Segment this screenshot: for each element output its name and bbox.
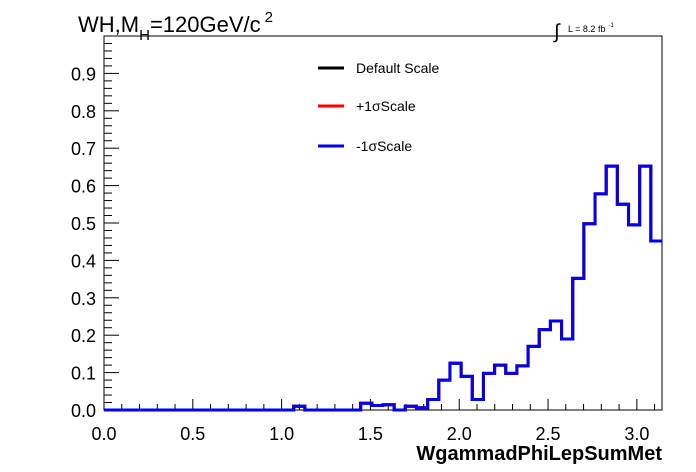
x-axis: 0.0 0.5 1.0 1.5 2.0 2.5 3.0 [91,399,656,444]
chart-title: WH,MH=120GeV/c 2 [78,9,273,44]
lumi-superscript: -1 [608,23,614,29]
y-tick-label: 0.7 [71,139,96,159]
x-tick-label: 0.0 [91,424,116,444]
y-axis: 0.0 0.1 0.2 0.3 0.4 0.5 0.6 0.7 0.8 0.9 [71,35,119,421]
x-axis-label: WgammadPhiLepSumMet [416,443,662,465]
x-tick-label: 3.0 [624,424,649,444]
y-tick-label: 0.9 [71,64,96,84]
x-tick-label: 1.5 [358,424,383,444]
legend-label-default: Default Scale [356,60,439,76]
legend-label-plus1sigma: +1σScale [356,98,416,114]
title-subscript: H [139,27,150,44]
y-tick-label: 0.3 [71,289,96,309]
histogram-series-2 [104,164,662,412]
histogram-series-1 [104,164,662,412]
y-tick-label: 0.8 [71,102,96,122]
x-tick-label: 1.0 [269,424,294,444]
y-tick-label: 0.6 [71,177,96,197]
y-tick-label: 0.5 [71,214,96,234]
title-prefix: WH,M [78,12,139,37]
title-main: =120GeV/c [150,12,261,37]
lumi-label: L = 8.2 fb -1 [568,23,614,34]
histogram-series-0 [104,164,662,412]
y-tick-label: 0.4 [71,251,96,271]
y-tick-label: 0.1 [71,364,96,384]
plot-frame [103,35,663,411]
series-layer [104,164,662,412]
x-tick-label: 2.5 [536,424,561,444]
integral-symbol: ∫ [553,21,561,43]
x-tick-label: 2.0 [447,424,472,444]
lumi-text: L = 8.2 fb [568,24,605,34]
y-tick-label: 0.0 [71,401,96,421]
legend-label-minus1sigma: -1σScale [356,138,412,154]
x-tick-label: 0.5 [180,424,205,444]
y-tick-label: 0.2 [71,326,96,346]
legend: Default Scale +1σScale -1σScale [318,60,439,154]
title-superscript: 2 [265,9,273,26]
